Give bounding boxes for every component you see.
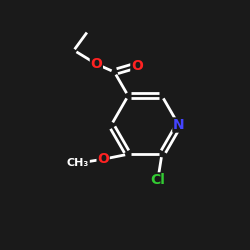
Text: Cl: Cl [151, 173, 166, 187]
Text: O: O [131, 59, 143, 73]
Text: CH₃: CH₃ [67, 158, 89, 168]
Text: N: N [173, 118, 184, 132]
Text: O: O [90, 57, 102, 71]
Text: O: O [97, 152, 109, 166]
